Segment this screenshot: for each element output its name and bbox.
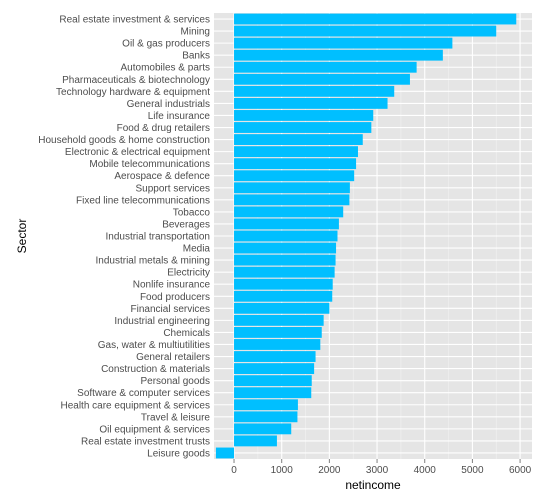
y-tick-label: Tobacco <box>173 207 211 218</box>
bar <box>234 290 333 302</box>
bar <box>234 49 443 61</box>
bar <box>234 242 337 254</box>
y-tick-label: Software & computer services <box>77 388 210 399</box>
y-tick-label: Travel & leisure <box>141 412 211 423</box>
y-tick-label: Media <box>183 244 211 255</box>
bar <box>234 314 324 326</box>
y-tick-label: Financial services <box>131 304 210 315</box>
bar <box>234 351 316 362</box>
bar <box>234 13 517 25</box>
y-tick-label: Oil & gas producers <box>122 39 210 50</box>
x-tick-label: 1000 <box>271 465 294 476</box>
x-tick-labels: 0 1000 2000 3000 4000 5000 6000 <box>231 459 532 476</box>
y-tick-label: Pharmaceuticals & biotechnology <box>62 75 210 86</box>
y-tick-label: Construction & materials <box>101 364 210 375</box>
y-tick-label: Beverages <box>162 219 210 230</box>
y-tick-label: Fixed line telecommunications <box>76 195 210 206</box>
bar <box>234 182 350 194</box>
bar <box>234 266 335 278</box>
y-tick-label: Mobile telecommunications <box>89 159 210 170</box>
y-axis-title: Sector <box>15 219 29 254</box>
bar <box>234 230 338 242</box>
bar <box>234 302 330 314</box>
y-tick-label: Life insurance <box>148 111 211 122</box>
bar <box>234 206 344 218</box>
bar <box>234 411 298 423</box>
y-tick-label: Real estate investment trusts <box>81 436 210 447</box>
bars <box>215 13 517 459</box>
bar <box>234 73 410 85</box>
y-tick-label: Technology hardware & equipment <box>56 87 210 98</box>
bar <box>234 170 355 182</box>
y-tick-label: Industrial transportation <box>105 232 210 243</box>
bar <box>234 399 298 411</box>
bar <box>234 278 333 290</box>
y-tick-label: Household goods & home construction <box>38 135 210 146</box>
bar <box>234 254 336 266</box>
y-tick-label: Electronic & electrical equipment <box>65 147 210 158</box>
y-tick-label: Aerospace & defence <box>114 171 210 182</box>
x-tick-label: 4000 <box>414 465 437 476</box>
bar <box>234 61 417 73</box>
bar <box>234 387 312 399</box>
x-tick-label: 6000 <box>509 465 532 476</box>
y-tick-label: Real estate investment & services <box>59 15 210 26</box>
bar <box>234 122 372 133</box>
bar <box>234 85 395 97</box>
y-tick-label: Mining <box>181 27 210 38</box>
y-tick-label: Food producers <box>140 292 210 303</box>
bar <box>234 146 358 158</box>
bar <box>215 447 235 459</box>
bar <box>234 423 292 435</box>
y-tick-label: Oil equipment & services <box>99 424 210 435</box>
y-tick-label: Gas, water & multiutilities <box>98 340 210 351</box>
bar <box>234 339 321 350</box>
bar <box>234 110 374 121</box>
y-tick-label: Personal goods <box>141 376 211 387</box>
y-tick-label: Support services <box>136 183 210 194</box>
y-tick-label: Leisure goods <box>147 448 210 459</box>
bar <box>234 134 363 145</box>
y-tick-label: Electricity <box>167 268 210 279</box>
y-tick-label: Industrial engineering <box>114 316 210 327</box>
bar <box>234 327 322 338</box>
bar <box>234 158 357 170</box>
y-tick-label: General industrials <box>127 99 210 110</box>
y-tick-labels: Real estate investment & servicesMiningO… <box>38 15 210 460</box>
bar <box>234 375 312 387</box>
x-tick-label: 2000 <box>318 465 341 476</box>
bar <box>234 363 315 375</box>
bar <box>234 194 350 206</box>
y-tick-label: Health care equipment & services <box>60 400 210 411</box>
bar <box>234 25 497 37</box>
bar <box>234 218 339 230</box>
x-tick-label: 3000 <box>366 465 389 476</box>
bar <box>234 37 453 49</box>
y-tick-label: Chemicals <box>163 328 210 339</box>
y-tick-label: General retailers <box>136 352 210 363</box>
x-tick-label: 5000 <box>461 465 484 476</box>
x-axis-title: netincome <box>345 478 401 492</box>
bar <box>234 435 277 447</box>
bar <box>234 97 388 109</box>
y-tick-label: Banks <box>182 51 210 62</box>
y-tick-label: Industrial metals & mining <box>96 256 211 267</box>
x-tick-label: 0 <box>231 465 237 476</box>
y-tick-label: Nonlife insurance <box>133 280 211 291</box>
y-tick-label: Food & drug retailers <box>117 123 210 134</box>
y-tick-label: Automobiles & parts <box>121 63 211 74</box>
